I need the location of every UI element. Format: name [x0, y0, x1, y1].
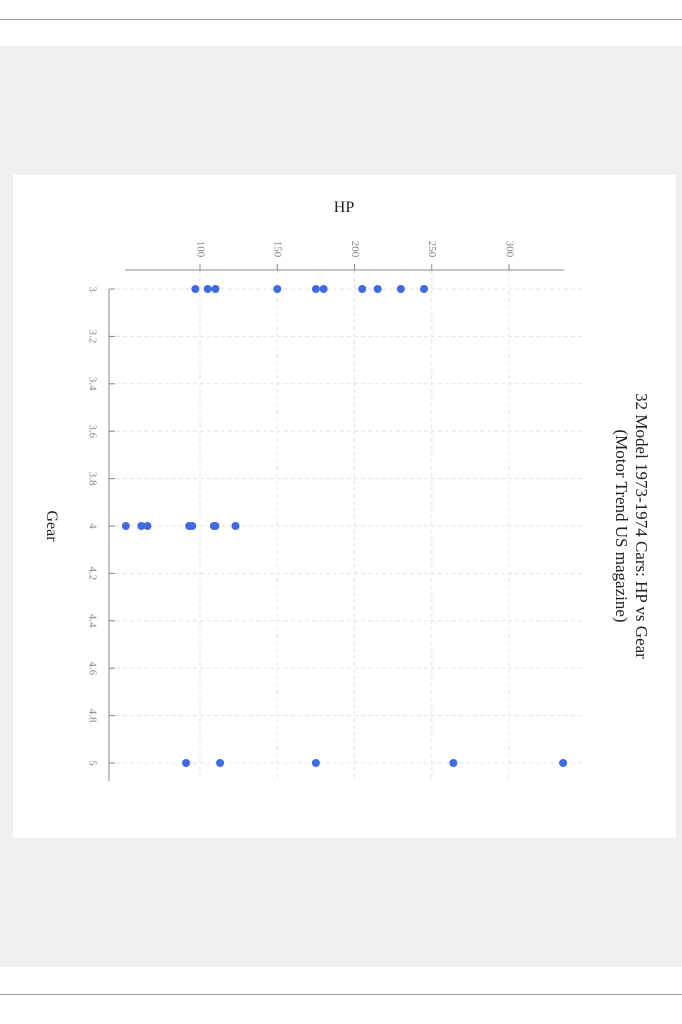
chart-card: 3 3.2 3.4 3.6 3.8 4 4.2 4.4 4.6 4.8 5 100 150 200 250 3… — [13, 175, 676, 838]
hp-tick-label: 200 — [349, 241, 361, 258]
data-point — [191, 285, 200, 293]
data-point — [319, 285, 328, 293]
bottom-rule — [0, 994, 682, 995]
hp-tick-label: 100 — [194, 241, 206, 258]
gear-tick-label: 3.8 — [86, 472, 98, 486]
data-point — [449, 759, 458, 767]
data-point — [143, 522, 152, 530]
gear-tick-label: 3.4 — [86, 377, 98, 391]
data-point — [182, 759, 191, 767]
data-points — [121, 285, 568, 767]
data-point — [137, 522, 146, 530]
x-axis-label: Gear — [43, 510, 60, 542]
axes — [108, 269, 564, 781]
top-rule — [0, 19, 682, 20]
data-point — [559, 759, 568, 767]
gear-tick-label: 3.2 — [86, 330, 98, 344]
gear-tick-label: 3 — [86, 286, 98, 292]
data-point — [211, 285, 220, 293]
data-point — [396, 285, 405, 293]
data-point — [373, 285, 382, 293]
data-point — [211, 522, 220, 530]
data-point — [188, 522, 197, 530]
data-point — [420, 285, 429, 293]
data-point — [231, 522, 240, 530]
data-point — [311, 285, 320, 293]
data-point — [216, 759, 225, 767]
y-axis-label: HP — [334, 199, 355, 216]
gear-tick-label: 3.6 — [86, 424, 98, 438]
gear-tick-label: 4 — [86, 523, 98, 529]
hp-tick-label: 150 — [272, 241, 284, 258]
ticks: 3 3.2 3.4 3.6 3.8 4 4.2 4.4 4.6 4.8 5 100 150 200 250 3… — [86, 241, 515, 767]
labels: HP Gear 32 Model 1973-1974 Cars: HP vs G… — [43, 199, 651, 659]
data-point — [203, 285, 212, 293]
data-point — [358, 285, 367, 293]
data-point — [121, 522, 130, 530]
gear-tick-label: 4.2 — [86, 567, 98, 581]
hp-tick-label: 250 — [426, 241, 438, 258]
chart-title: 32 Model 1973-1974 Cars: HP vs Gear — [632, 393, 651, 659]
gear-tick-label: 4.4 — [86, 614, 98, 628]
gear-tick-label: 4.8 — [86, 709, 98, 723]
gear-tick-label: 5 — [86, 760, 98, 766]
gear-tick-label: 4.6 — [86, 661, 98, 675]
grid — [109, 270, 585, 781]
data-point — [273, 285, 282, 293]
hp-tick-label: 300 — [503, 241, 515, 258]
data-point — [311, 759, 320, 767]
chart-subtitle: (Motor Trend US magazine) — [612, 429, 631, 622]
hp-vs-gear-chart: 3 3.2 3.4 3.6 3.8 4 4.2 4.4 4.6 4.8 5 100 150 200 250 3… — [43, 199, 651, 781]
